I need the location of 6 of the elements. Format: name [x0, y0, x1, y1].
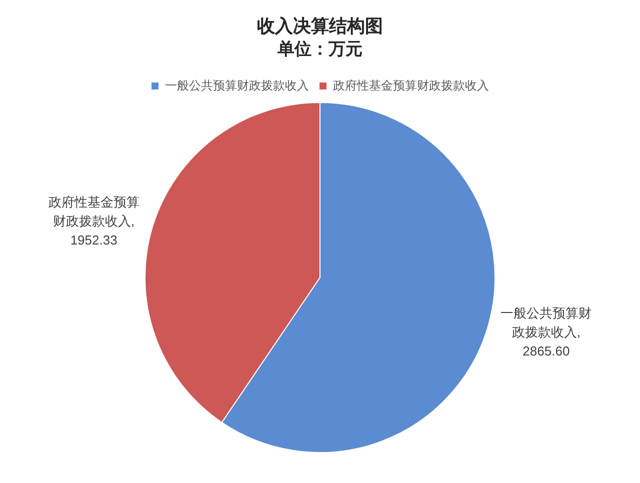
data-label: 一般公共预算财政拨款收入, 2865.60	[500, 306, 592, 359]
legend-label: 政府性基金预算财政拨款收入	[333, 78, 489, 92]
legend-label: 一般公共预算财政拨款收入	[165, 78, 309, 92]
data-label: 政府性基金预算财政拨款收入, 1952.33	[48, 194, 140, 248]
chart-subtitle: 单位：万元	[276, 39, 362, 58]
chart-title: 收入决算结构图	[257, 16, 383, 36]
